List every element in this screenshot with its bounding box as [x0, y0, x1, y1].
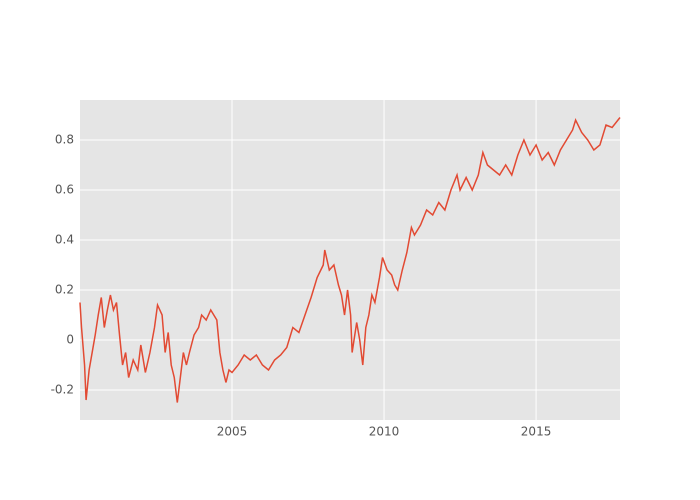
y-tick-label: 0 — [66, 333, 74, 347]
plot-area — [80, 100, 620, 420]
y-tick-label: -0.2 — [51, 383, 74, 397]
x-tick-label: 2005 — [217, 425, 248, 439]
x-tick-label: 2010 — [369, 425, 400, 439]
x-tick-label: 2015 — [521, 425, 552, 439]
data-line — [79, 117, 621, 403]
y-tick-label: 0.4 — [55, 233, 74, 247]
y-tick-label: 0.6 — [55, 183, 74, 197]
y-tick-label: 0.8 — [55, 133, 74, 147]
y-tick-label: 0.2 — [55, 283, 74, 297]
